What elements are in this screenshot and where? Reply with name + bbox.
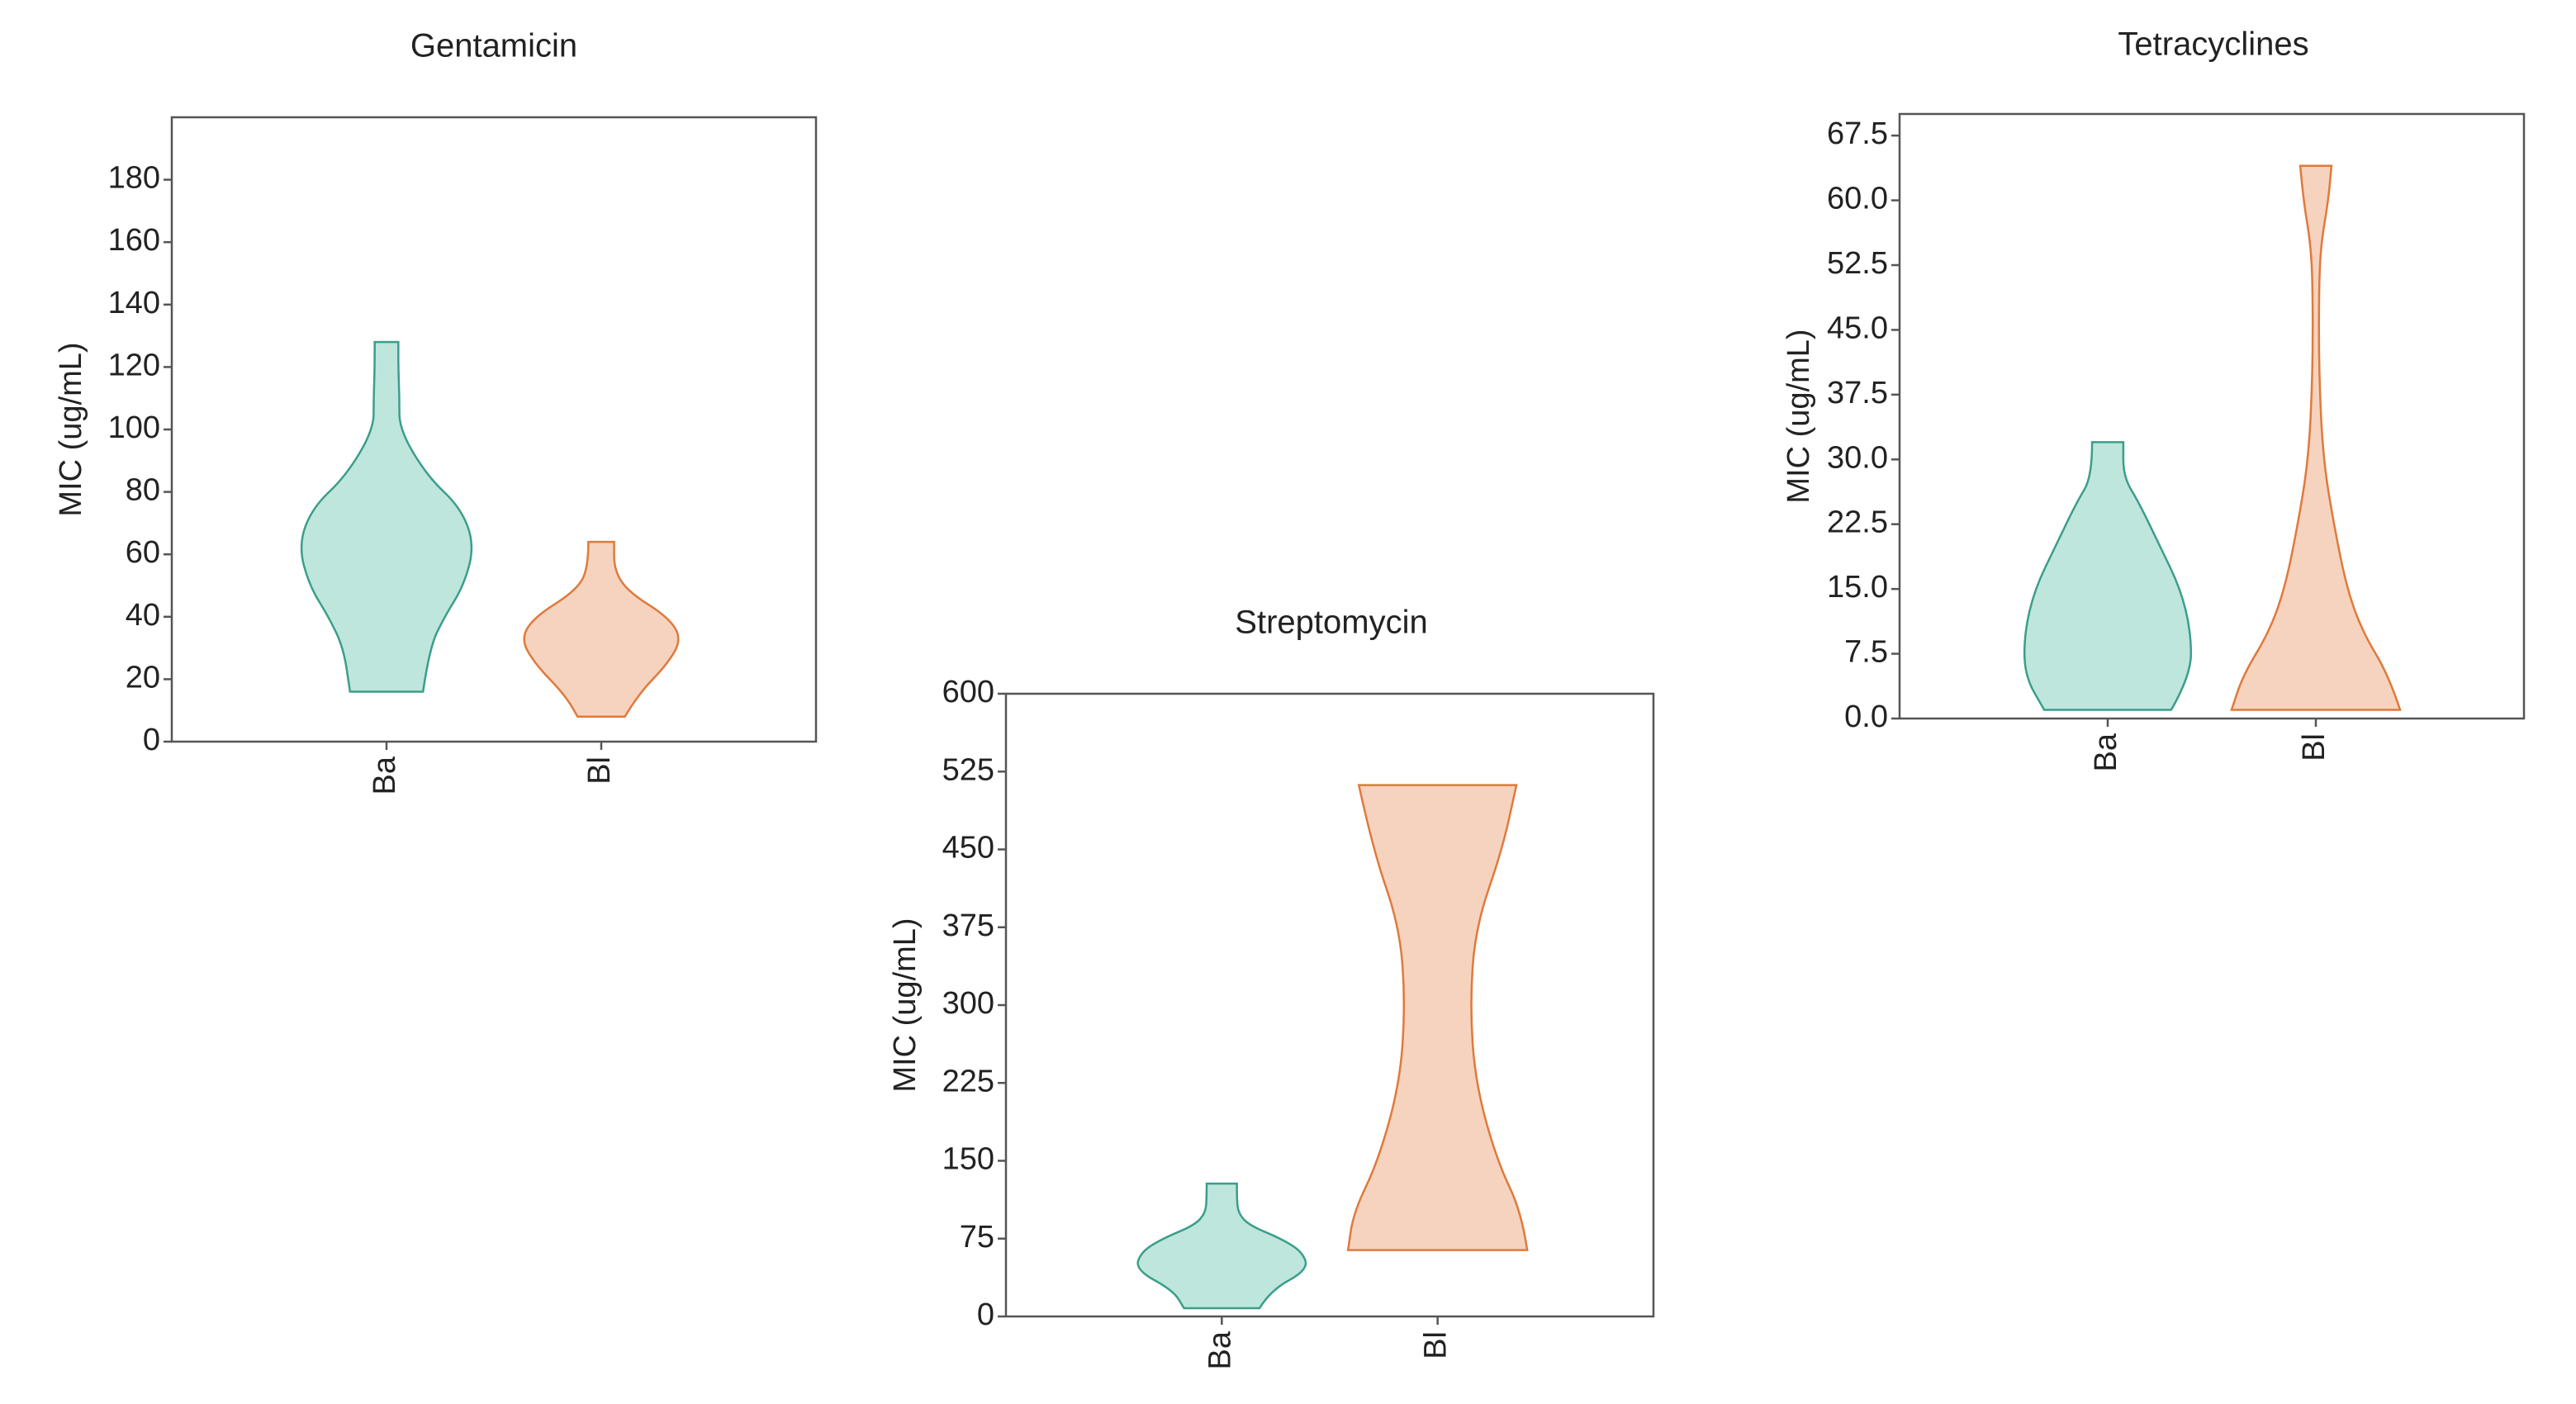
y-tick-label: 0 bbox=[143, 723, 160, 757]
plot-frame bbox=[1898, 112, 2526, 720]
y-tick-label: 450 bbox=[942, 831, 994, 866]
y-tick-label: 45.0 bbox=[1827, 311, 1888, 345]
y-axis-label: MIC (ug/mL) bbox=[888, 918, 923, 1092]
violin bbox=[300, 340, 473, 693]
x-tick-label: Bl bbox=[582, 757, 617, 785]
y-tick-label: 60.0 bbox=[1827, 182, 1888, 216]
y-tick-label: 120 bbox=[108, 348, 160, 382]
y-tick-label: 7.5 bbox=[1844, 635, 1888, 670]
y-tick-label: 160 bbox=[108, 223, 160, 258]
violin bbox=[2230, 164, 2402, 711]
chart-title: Gentamicin bbox=[410, 28, 577, 64]
y-tick-label: 30.0 bbox=[1827, 440, 1888, 475]
y-axis-label: MIC (ug/mL) bbox=[54, 342, 88, 516]
y-tick-label: 75 bbox=[960, 1220, 994, 1255]
y-tick-label: 15.0 bbox=[1827, 570, 1888, 605]
y-tick-label: 60 bbox=[126, 535, 160, 570]
chart-title: Tetracyclines bbox=[2118, 26, 2308, 63]
y-tick-label: 600 bbox=[942, 675, 994, 709]
y-tick-label: 80 bbox=[126, 473, 160, 508]
violin bbox=[1346, 784, 1529, 1251]
y-tick-label: 225 bbox=[942, 1064, 994, 1098]
x-tick-label: Ba bbox=[2089, 733, 2123, 771]
y-tick-label: 67.5 bbox=[1827, 116, 1888, 151]
x-tick-label: Ba bbox=[368, 756, 402, 794]
y-axis-label: MIC (ug/mL) bbox=[1781, 329, 1816, 503]
y-tick-label: 140 bbox=[108, 286, 160, 320]
violin bbox=[1136, 1182, 1307, 1310]
x-tick-label: Bl bbox=[2297, 733, 2332, 761]
y-tick-label: 22.5 bbox=[1827, 505, 1888, 540]
plot-frame bbox=[1004, 692, 1655, 1318]
y-tick-label: 300 bbox=[942, 986, 994, 1021]
y-tick-label: 37.5 bbox=[1827, 376, 1888, 410]
plot-frame bbox=[170, 116, 818, 743]
x-tick-label: Bl bbox=[1419, 1331, 1454, 1359]
y-tick-label: 0 bbox=[977, 1297, 994, 1332]
y-tick-label: 52.5 bbox=[1827, 246, 1888, 281]
y-tick-label: 20 bbox=[126, 660, 160, 695]
violin bbox=[523, 540, 680, 719]
violin bbox=[2023, 441, 2193, 711]
chart-title: Streptomycin bbox=[1235, 605, 1427, 641]
y-tick-label: 180 bbox=[108, 161, 160, 196]
y-tick-label: 525 bbox=[942, 752, 994, 787]
y-tick-label: 0.0 bbox=[1844, 700, 1888, 734]
y-tick-label: 100 bbox=[108, 410, 160, 445]
y-tick-label: 150 bbox=[942, 1142, 994, 1177]
y-tick-label: 375 bbox=[942, 908, 994, 943]
x-tick-label: Ba bbox=[1203, 1330, 1237, 1369]
y-tick-label: 40 bbox=[126, 598, 160, 633]
